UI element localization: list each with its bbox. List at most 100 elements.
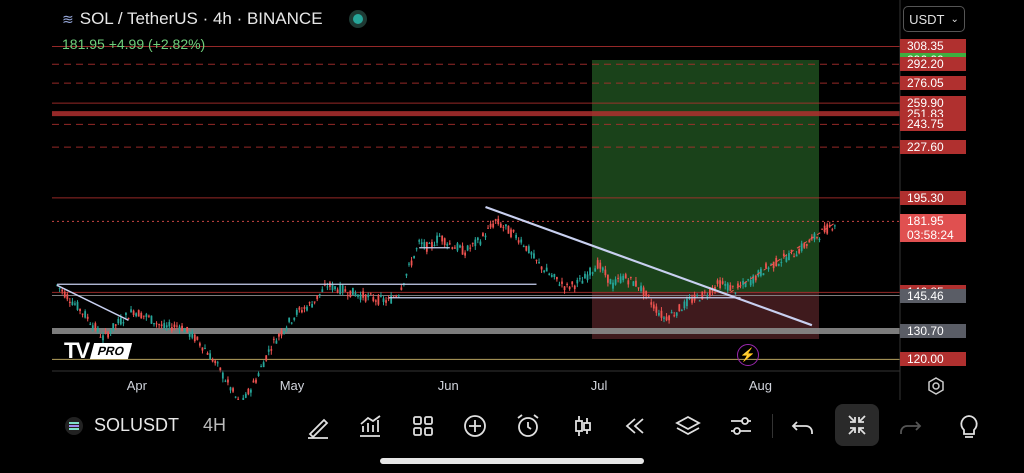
candle-body (811, 236, 813, 239)
candle-body (619, 276, 622, 283)
candle-body (74, 303, 76, 305)
candle-body (510, 229, 512, 238)
price-change: 181.95 +4.99 (+2.82%) (62, 36, 206, 52)
candle-body (543, 270, 546, 272)
candle-body (777, 264, 780, 266)
position-zones (592, 60, 819, 339)
candle-body (703, 291, 706, 293)
candle-body (336, 289, 339, 293)
candle-body (629, 276, 632, 278)
candle-body (612, 282, 614, 289)
candle-body (752, 275, 755, 284)
candle-body (413, 255, 415, 259)
candle-body (183, 329, 186, 333)
candle-body (540, 266, 543, 270)
layers-icon[interactable] (674, 412, 702, 440)
candle-body (234, 396, 237, 398)
redo-icon[interactable] (896, 412, 924, 440)
lightning-icon[interactable]: ⚡ (737, 344, 759, 366)
x-tick-label: Apr (126, 378, 147, 393)
candle-body (714, 286, 716, 291)
candle-body (188, 332, 191, 337)
candle-body (563, 286, 566, 291)
candle-body (374, 300, 377, 302)
currency-select[interactable]: USDT ⌄ (903, 6, 965, 32)
candle-body (56, 284, 58, 286)
add-icon[interactable] (461, 412, 489, 440)
candle-body (357, 294, 359, 297)
candle-body (782, 253, 785, 257)
candle-body (556, 276, 558, 280)
candle-body (614, 279, 617, 285)
candle-body (675, 312, 678, 316)
candle-body (102, 335, 104, 341)
candle-body (599, 262, 602, 269)
candle-body (785, 257, 788, 262)
candle-body (443, 238, 446, 245)
candle-body (221, 372, 224, 379)
candle-body (686, 298, 688, 307)
settings-icon[interactable] (727, 412, 755, 440)
candle-body (561, 281, 563, 284)
chart-settings-icon[interactable] (926, 376, 946, 396)
price-label: 195.30 (900, 190, 966, 205)
indicators-icon[interactable] (356, 412, 384, 440)
candle-body (663, 317, 665, 319)
replay-icon[interactable] (621, 412, 649, 440)
candle-body (581, 280, 584, 284)
candle-body (293, 317, 296, 320)
candle-body (298, 307, 301, 310)
candle-body (313, 301, 316, 303)
candle-body (109, 331, 112, 334)
price-label: 181.95 03:58:24 (900, 214, 966, 243)
candle-body (456, 243, 459, 251)
undo-icon[interactable] (789, 412, 817, 440)
x-tick-label: Aug (748, 378, 773, 393)
candle-body (767, 267, 770, 270)
solana-icon (65, 417, 83, 435)
candle-body (724, 283, 727, 286)
candle-body (627, 280, 630, 285)
candle-body (224, 380, 227, 382)
candle-body (423, 242, 426, 247)
candle-body (507, 225, 510, 234)
symbol-selector[interactable]: SOLUSDT (94, 415, 180, 435)
candle-body (788, 253, 790, 261)
candle-body (607, 274, 609, 283)
candle-body (270, 349, 273, 351)
candle-body (548, 273, 551, 275)
candles-icon[interactable] (569, 412, 597, 440)
candle-body (372, 297, 375, 301)
candle-body (201, 347, 204, 351)
candle-body (520, 239, 523, 243)
fullscreen-exit-button[interactable] (835, 404, 879, 446)
candle-body (515, 234, 517, 239)
candle-body (624, 274, 627, 279)
candle-body (433, 244, 436, 246)
candle-body (301, 310, 303, 313)
candle-body (420, 242, 423, 245)
candle-body (265, 355, 268, 361)
candle-body (744, 282, 747, 287)
layout-icon[interactable] (409, 412, 437, 440)
candle-body (578, 278, 581, 280)
candle-body (594, 268, 597, 272)
bar-countdown: 03:58:24 (907, 228, 954, 243)
candle-body (99, 336, 102, 338)
pro-badge: PRO (89, 343, 133, 359)
candle-body (400, 287, 403, 290)
draw-icon[interactable] (304, 412, 332, 440)
candle-body (140, 312, 143, 319)
candle-body (484, 235, 487, 238)
candle-body (354, 292, 357, 297)
candle-body (418, 240, 421, 242)
bulb-icon[interactable] (955, 412, 983, 440)
price-label: 145.46 (900, 288, 966, 303)
candle-body (387, 297, 390, 299)
timeframe-selector[interactable]: 4H (203, 415, 227, 435)
candle-body (706, 295, 709, 297)
candle-body (527, 246, 530, 254)
candle-body (214, 360, 217, 364)
alert-icon[interactable] (514, 412, 542, 440)
